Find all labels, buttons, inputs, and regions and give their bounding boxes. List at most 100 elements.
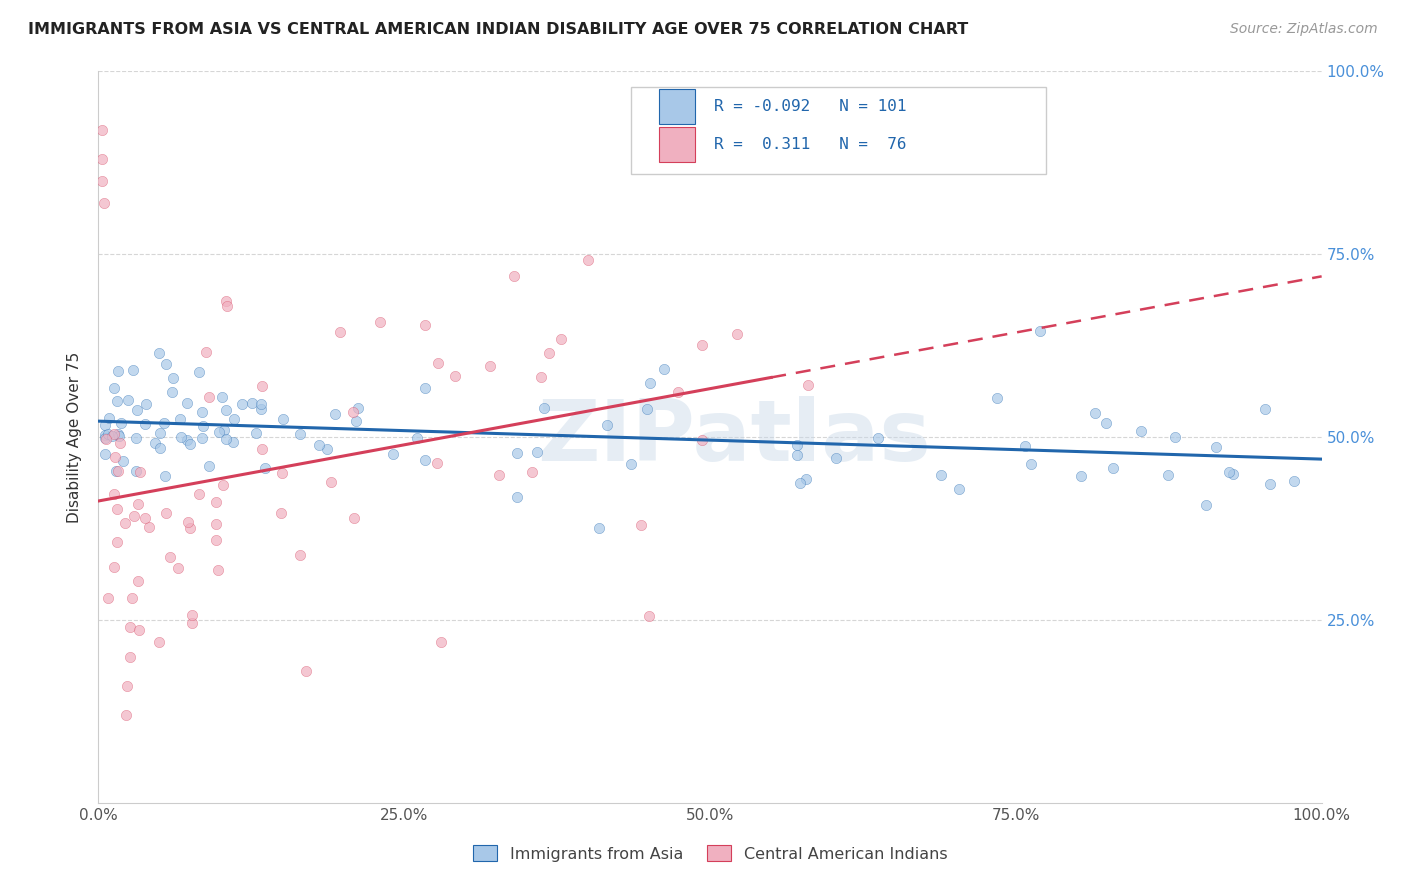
Point [98,411,121,425]
FancyBboxPatch shape [658,127,696,162]
Point [148,635,170,649]
Point [176,433,198,447]
Point [444,369,467,384]
Point [254,460,277,475]
Point [208,425,231,440]
Point [520,465,543,479]
Point [169,411,191,425]
Point [149,441,172,455]
Point [1164,430,1187,444]
Point [405,431,427,445]
Point [347,401,370,416]
Point [96,433,118,447]
Point [786,448,808,462]
Point [207,563,229,577]
Text: Source: ZipAtlas.com: Source: ZipAtlas.com [1230,22,1378,37]
Point [270,506,292,520]
Point [127,574,149,589]
Point [288,426,311,441]
Point [153,468,176,483]
Point [198,458,221,473]
Point [533,401,555,416]
Point [794,472,817,486]
Point [105,394,128,409]
Point [176,516,198,530]
Point [666,384,689,399]
Point [550,332,572,346]
Point [107,364,129,378]
Point [107,429,129,443]
Point [271,466,294,480]
Text: ZIPatlas: ZIPatlas [537,395,931,479]
Point [430,635,453,649]
Point [194,345,217,359]
Text: IMMIGRANTS FROM ASIA VS CENTRAL AMERICAN INDIAN DISABILITY AGE OVER 75 CORRELATI: IMMIGRANTS FROM ASIA VS CENTRAL AMERICAN… [28,22,969,37]
Point [122,363,145,377]
Point [103,487,125,501]
Point [191,405,214,419]
Point [162,371,184,385]
Point [179,521,201,535]
Point [205,495,228,509]
Point [149,425,172,440]
Point [329,325,352,339]
Point [1070,468,1092,483]
Legend: Immigrants from Asia, Central American Indians: Immigrants from Asia, Central American I… [467,838,953,868]
Point [108,436,131,450]
Point [596,417,619,432]
Point [986,391,1008,405]
Point [413,381,436,395]
Point [97,591,120,605]
Point [93,431,115,445]
Point [1102,461,1125,475]
Point [124,464,146,478]
Point [215,293,238,308]
Point [211,390,233,404]
Point [107,464,129,478]
Point [214,423,236,437]
Point [111,453,134,467]
Point [638,376,661,390]
Point [316,442,339,456]
Point [135,397,157,411]
Point [159,549,181,564]
Point [107,501,129,516]
Point [576,253,599,268]
Point [1282,475,1305,489]
Point [250,442,273,456]
Point [637,608,659,623]
Point [191,419,214,434]
Point [1157,467,1180,482]
Point [134,511,156,525]
Point [188,365,211,379]
Point [91,152,114,166]
Point [368,315,391,329]
Point [929,468,952,483]
Point [107,427,129,442]
Point [155,506,177,520]
Point [690,434,713,448]
Point [117,679,139,693]
Point [1021,457,1043,471]
Point [506,446,529,460]
Point [1218,465,1240,479]
Point [91,174,114,188]
Point [191,431,214,445]
Point [114,516,136,531]
Point [796,377,818,392]
Point [118,649,141,664]
Point [129,465,152,479]
Point [153,416,176,430]
Point [240,396,263,410]
Point [179,437,201,451]
Point [91,123,114,137]
Point [948,482,970,496]
Point [690,338,713,352]
Point [118,620,141,634]
Point [415,452,437,467]
Point [155,357,177,371]
Point [652,362,675,376]
Point [127,497,149,511]
Point [488,468,510,483]
Point [250,401,273,416]
